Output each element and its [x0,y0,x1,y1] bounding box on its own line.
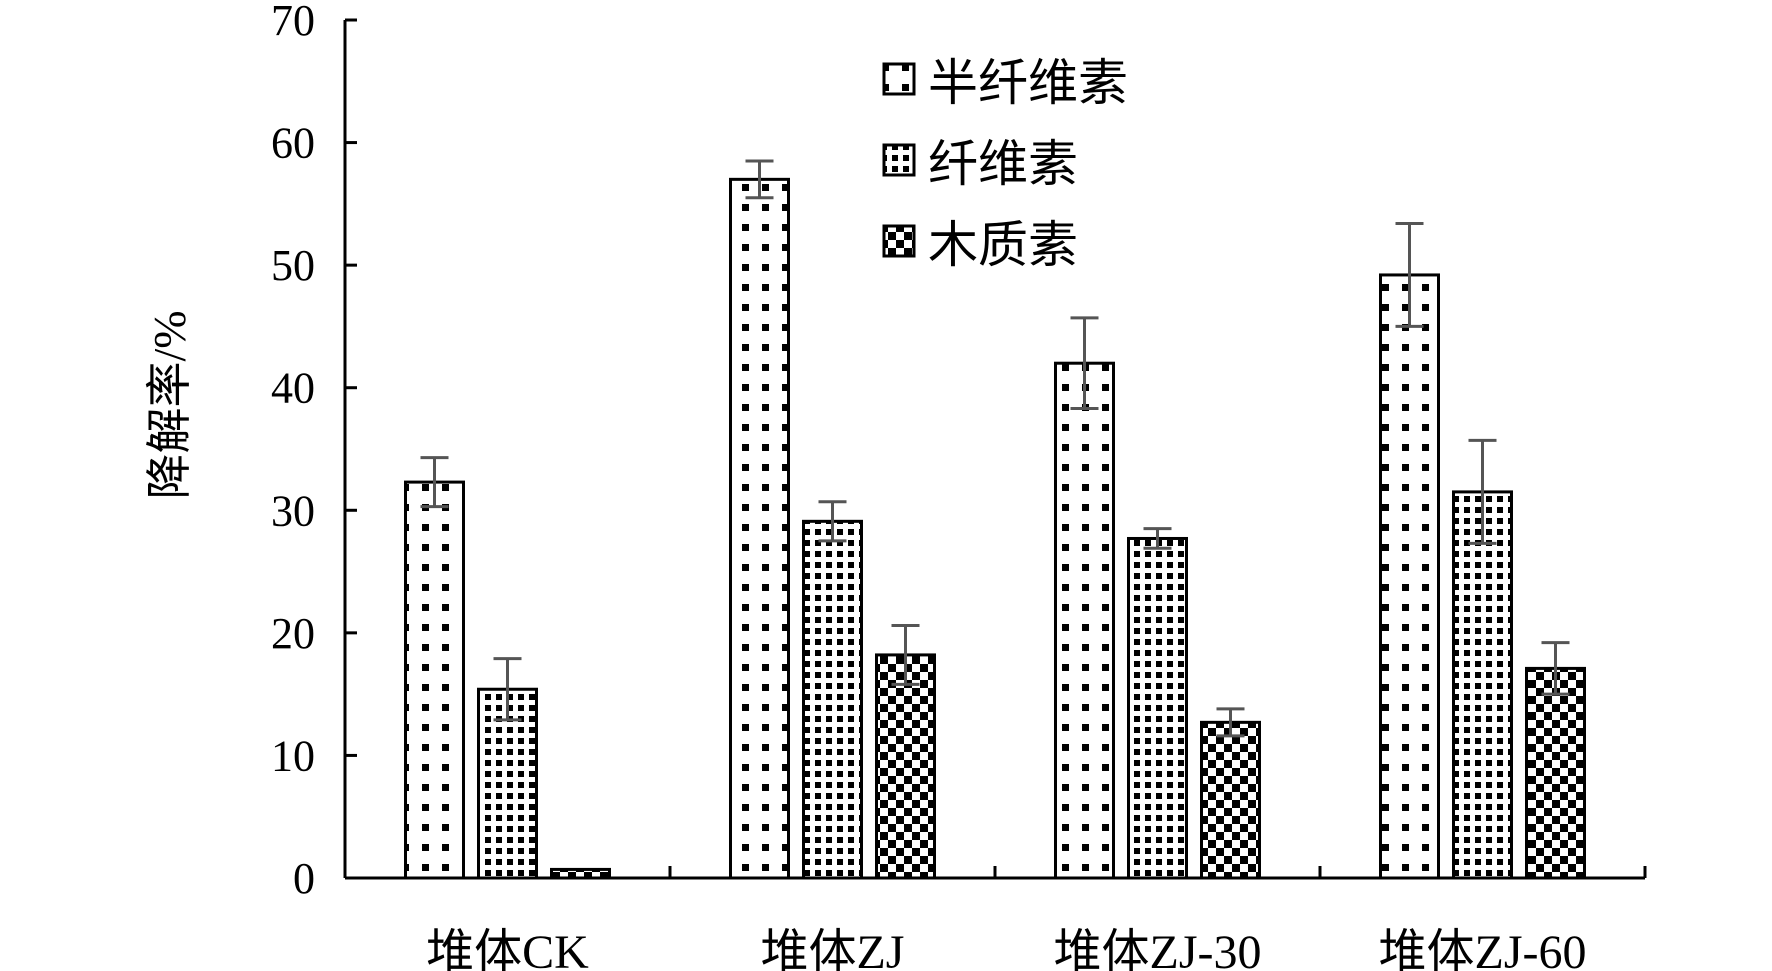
bar [875,653,936,880]
bar [1127,536,1188,880]
bar [1379,273,1440,880]
bar [729,177,790,880]
x-category-label: 堆体ZJ-30 [1054,926,1262,971]
bar [802,519,863,880]
y-axis-ticks: 0 10 20 30 40 50 60 70 [271,0,357,903]
y-tick-label: 40 [271,364,315,413]
legend-label: 木质素 [928,217,1078,273]
x-category-label: 堆体ZJ [760,926,904,971]
y-axis-title: 降解率/% [144,310,195,499]
legend-swatch [882,143,916,177]
bar [1452,490,1513,880]
x-category-label: 堆体ZJ-60 [1379,926,1587,971]
y-tick-label: 30 [271,486,315,535]
legend-label: 半纤维素 [928,55,1128,111]
bar [550,867,611,880]
y-tick-label: 10 [271,731,315,780]
bars [404,177,1586,880]
legend-swatch [882,224,916,258]
y-tick-label: 0 [293,854,315,903]
y-tick-label: 70 [271,0,315,45]
x-axis-ticks: 堆体CK 堆体ZJ 堆体ZJ-30 堆体ZJ-60 [426,866,1647,971]
bar [1525,666,1586,880]
y-tick-label: 20 [271,609,315,658]
bar [1200,720,1261,880]
y-tick-label: 50 [271,241,315,290]
bar [404,480,465,880]
legend-swatch [882,62,916,96]
bar [1054,361,1115,880]
error-bars [420,159,1570,738]
legend-label: 纤维素 [928,136,1078,192]
x-category-label: 堆体CK [426,926,589,971]
y-tick-label: 60 [271,119,315,168]
